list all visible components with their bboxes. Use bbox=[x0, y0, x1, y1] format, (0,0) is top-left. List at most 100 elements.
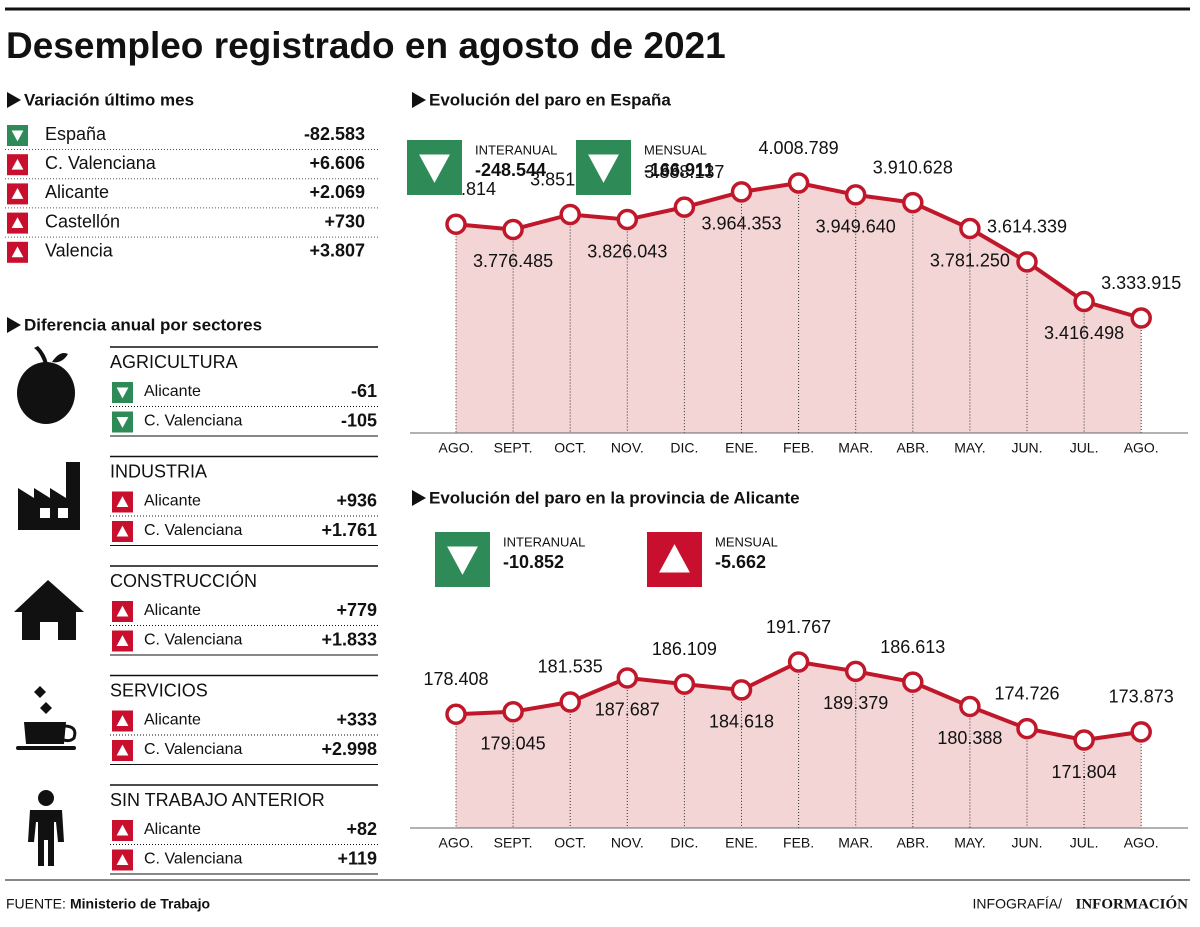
data-label: 3.781.250 bbox=[930, 250, 1010, 270]
icon-coffee bbox=[16, 686, 77, 750]
indicator-value: -10.852 bbox=[503, 552, 564, 572]
trend-arrow bbox=[116, 605, 129, 617]
section-title: Diferencia anual por sectores bbox=[24, 315, 262, 334]
x-tick-label: MAY. bbox=[954, 835, 985, 851]
point bbox=[616, 667, 639, 689]
x-tick-label: AGO. bbox=[438, 440, 473, 456]
point bbox=[559, 203, 581, 226]
indicator-label: INTERANUAL bbox=[503, 534, 585, 549]
trend-arrow bbox=[11, 158, 24, 170]
row-name: Valencia bbox=[45, 241, 114, 261]
icon-window bbox=[40, 508, 50, 518]
point bbox=[730, 181, 753, 203]
x-tick-label: OCT. bbox=[554, 440, 586, 456]
data-label: 179.045 bbox=[481, 733, 546, 753]
data-label: 173.873 bbox=[1109, 687, 1174, 707]
sector-name: CONSTRUCCIÓN bbox=[110, 570, 257, 591]
row-name: Alicante bbox=[144, 821, 201, 838]
data-label: 3.416.498 bbox=[1044, 323, 1124, 343]
x-tick-label: MAR. bbox=[838, 835, 873, 851]
data-label: 187.687 bbox=[595, 700, 660, 720]
brand: INFORMACIÓN bbox=[1076, 895, 1189, 912]
trend-arrow bbox=[419, 154, 450, 183]
row-name: C. Valenciana bbox=[144, 413, 243, 430]
source: Ministerio de Trabajo bbox=[70, 896, 210, 912]
icon-person bbox=[28, 790, 64, 866]
row-value: +6.606 bbox=[309, 153, 365, 173]
icon-house bbox=[14, 580, 84, 640]
point bbox=[959, 217, 981, 240]
x-tick-label: AGO. bbox=[1124, 440, 1159, 456]
data-label: 3.614.339 bbox=[987, 217, 1067, 237]
icon-window bbox=[58, 508, 68, 518]
row-name: C. Valenciana bbox=[144, 522, 243, 539]
x-tick-label: JUL. bbox=[1070, 440, 1099, 456]
row-value: +1.833 bbox=[321, 629, 377, 649]
chart-title: Evolución del paro en la provincia de Al… bbox=[429, 488, 800, 507]
point bbox=[502, 700, 524, 723]
data-label: 174.726 bbox=[994, 683, 1059, 703]
trend-arrow bbox=[116, 387, 129, 399]
point bbox=[787, 651, 810, 673]
row-value: +333 bbox=[336, 709, 377, 729]
trend-arrow bbox=[11, 188, 24, 199]
row-name: Alicante bbox=[144, 493, 201, 510]
point bbox=[902, 671, 924, 693]
point bbox=[1130, 721, 1152, 743]
x-tick-label: ENE. bbox=[725, 440, 758, 456]
row-value: +2.998 bbox=[321, 739, 377, 759]
x-tick-label: ABR. bbox=[896, 835, 929, 851]
section-marker bbox=[412, 92, 426, 108]
x-tick-label: SEPT. bbox=[494, 835, 533, 851]
data-label: 186.109 bbox=[652, 639, 717, 659]
point bbox=[673, 196, 696, 218]
trend-arrow bbox=[11, 217, 24, 229]
main-title: Desempleo registrado en agosto de 2021 bbox=[6, 25, 726, 66]
point bbox=[1016, 717, 1038, 740]
x-tick-label: FEB. bbox=[783, 835, 814, 851]
x-tick-label: FEB. bbox=[783, 440, 814, 456]
indicator-value: -166.911 bbox=[644, 160, 714, 180]
row-name: C. Valenciana bbox=[45, 153, 157, 173]
indicator-label: INTERANUAL bbox=[475, 142, 557, 157]
row-name: Alicante bbox=[144, 383, 201, 400]
x-tick-label: ENE. bbox=[725, 835, 758, 851]
chart-title: Evolución del paro en España bbox=[429, 90, 671, 109]
row-value: -61 bbox=[351, 381, 377, 401]
data-label: 186.613 bbox=[880, 637, 945, 657]
data-label: 180.388 bbox=[937, 728, 1002, 748]
row-value: -82.583 bbox=[304, 124, 365, 144]
row-value: +119 bbox=[337, 848, 377, 868]
trend-arrow bbox=[11, 130, 24, 142]
x-tick-label: MAR. bbox=[838, 440, 873, 456]
trend-arrow bbox=[116, 417, 129, 428]
row-name: C. Valenciana bbox=[144, 632, 243, 649]
row-name: C. Valenciana bbox=[144, 851, 243, 868]
x-tick-label: AGO. bbox=[1124, 835, 1159, 851]
sector-name: INDUSTRIA bbox=[110, 461, 207, 481]
x-tick-label: MAY. bbox=[954, 440, 985, 456]
data-label: 3.333.915 bbox=[1101, 273, 1181, 293]
row-name: C. Valenciana bbox=[144, 741, 243, 758]
point bbox=[959, 695, 981, 718]
trend-arrow bbox=[116, 635, 129, 646]
trend-arrow bbox=[116, 824, 129, 836]
x-tick-label: OCT. bbox=[554, 835, 586, 851]
data-label: 184.618 bbox=[709, 712, 774, 732]
point bbox=[844, 184, 867, 206]
data-label: 3.826.043 bbox=[587, 241, 667, 261]
point bbox=[445, 213, 467, 235]
point bbox=[844, 660, 867, 683]
point bbox=[730, 679, 753, 701]
data-label: 3.949.640 bbox=[816, 217, 896, 237]
x-tick-label: JUL. bbox=[1070, 835, 1099, 851]
source-label: FUENTE: bbox=[6, 896, 66, 912]
point bbox=[616, 208, 639, 231]
trend-arrow bbox=[659, 544, 690, 573]
x-tick-label: DIC. bbox=[670, 440, 698, 456]
indicator-value: -5.662 bbox=[715, 552, 766, 572]
point bbox=[445, 703, 467, 725]
row-value: +936 bbox=[336, 490, 377, 510]
row-name: Alicante bbox=[144, 712, 201, 729]
